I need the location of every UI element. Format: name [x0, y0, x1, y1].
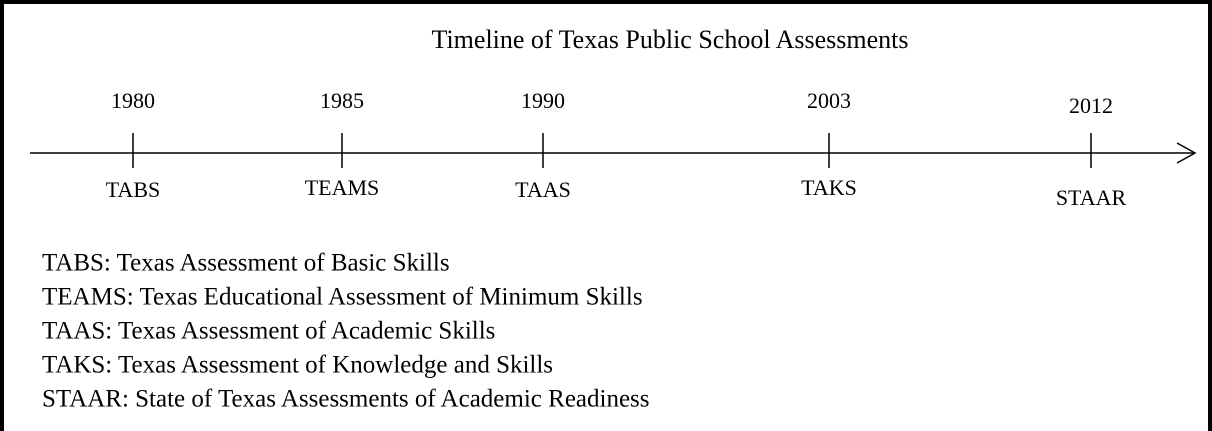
event-label: STAAR	[1056, 185, 1127, 210]
event-year: 2003	[807, 88, 851, 113]
event-label: TEAMS	[305, 175, 380, 200]
event-label: TAKS	[801, 175, 857, 200]
legend-entry: TAKS: Texas Assessment of Knowledge and …	[42, 352, 553, 379]
legend-entry: TAAS: Texas Assessment of Academic Skill…	[42, 318, 495, 345]
axis-arrow	[1176, 142, 1197, 164]
event-year: 1980	[111, 88, 155, 113]
legend-entry: STAAR: State of Texas Assessments of Aca…	[42, 386, 650, 413]
event-year: 1990	[521, 88, 565, 113]
event-label: TABS	[106, 177, 160, 202]
legend-entry: TEAMS: Texas Educational Assessment of M…	[42, 284, 643, 311]
title: Timeline of Texas Public School Assessme…	[431, 25, 908, 54]
legend-entry: TABS: Texas Assessment of Basic Skills	[42, 250, 450, 277]
event-year: 1985	[320, 88, 364, 113]
event-label: TAAS	[515, 177, 571, 202]
event-year: 2012	[1069, 93, 1113, 118]
